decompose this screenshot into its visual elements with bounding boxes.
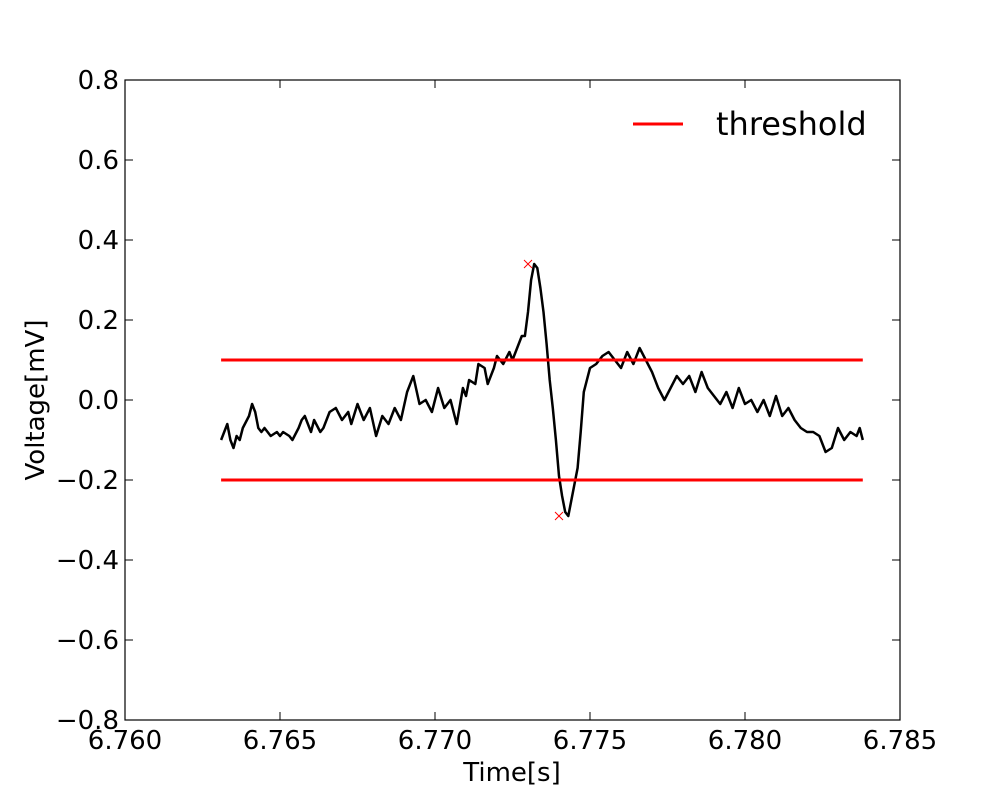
y-tick-label: −0.2 (56, 466, 119, 496)
legend: threshold (633, 105, 867, 143)
x-axis-title: Time[s] (462, 758, 560, 788)
y-axis-title: Voltage[mV] (21, 320, 51, 481)
signal-line (219, 262, 865, 518)
y-tick-label: 0.2 (78, 306, 119, 336)
legend-label-threshold: threshold (716, 105, 867, 143)
y-tick-label: −0.4 (56, 546, 119, 576)
y-tick-label: 0.0 (78, 386, 119, 416)
y-tick-label: 0.6 (78, 146, 119, 176)
x-tick-label: 6.760 (88, 726, 162, 756)
x-tick-label: 6.765 (243, 726, 317, 756)
plot-layer (219, 259, 865, 521)
x-tick-label: 6.775 (553, 726, 627, 756)
x-tick-label: 6.785 (863, 726, 937, 756)
y-tick-label: −0.8 (56, 706, 119, 736)
peak-marker-stroke (554, 511, 564, 521)
x-tick-label: 6.780 (708, 726, 782, 756)
y-tick-label: −0.6 (56, 626, 119, 656)
peak-marker-1 (554, 511, 564, 521)
ticks-layer: 6.760 6.765 6.770 6.775 6.780 6.785 −0.8 −0.6 −0… (56, 66, 937, 756)
peak-marker-0 (523, 259, 533, 269)
peak-marker-stroke (523, 259, 533, 269)
y-tick-label: 0.8 (78, 66, 119, 96)
y-tick-label: 0.4 (78, 226, 119, 256)
x-tick-label: 6.770 (398, 726, 472, 756)
